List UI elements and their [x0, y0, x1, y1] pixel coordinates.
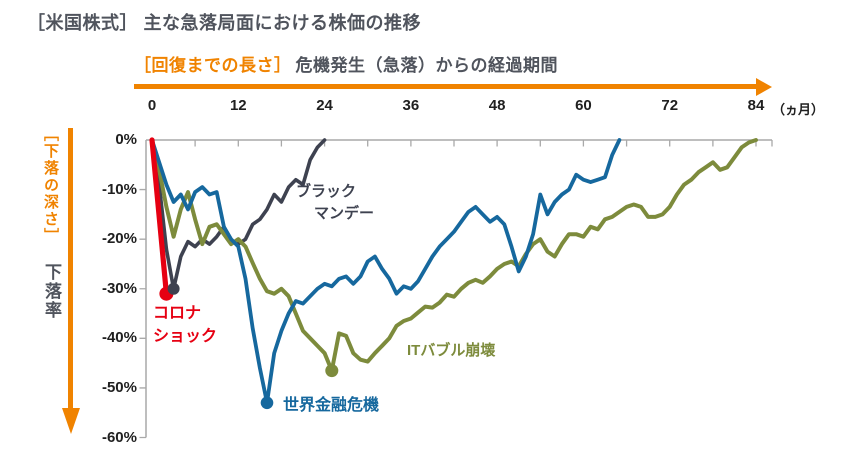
- y-tick-label: -40%: [101, 329, 137, 347]
- series-label-it-bubble: ITバブル崩壊: [407, 342, 496, 359]
- x-tick-label: 0: [147, 97, 157, 114]
- series-label-line: コロナ: [153, 305, 202, 322]
- y-axis-caption-depth: ［下落の深さ］: [42, 126, 59, 245]
- series-label-corona: コロナ ショック: [153, 302, 217, 348]
- decline-axis-arrowhead-icon: [61, 408, 80, 434]
- x-axis-caption-text: 危機発生（急落）からの経過期間: [295, 56, 558, 75]
- y-tick-label: -10%: [101, 180, 137, 198]
- x-tick-label: 48: [488, 97, 506, 114]
- series-label-line: ショック: [153, 328, 218, 345]
- time-axis-arrow: [134, 84, 756, 89]
- y-tick-label: -20%: [101, 230, 137, 248]
- trough-marker-it-bubble: [325, 364, 339, 378]
- series-label-line: ブラック: [296, 183, 357, 200]
- y-tick-label: -50%: [101, 378, 137, 396]
- trough-marker-gfc: [260, 396, 274, 410]
- x-axis-unit-label: （ヵ月）: [772, 102, 825, 117]
- series-line-it-bubble: [150, 138, 758, 373]
- series-line-gfc: [150, 138, 622, 405]
- y-tick-label: 0%: [115, 131, 137, 148]
- x-tick-label: 24: [316, 97, 333, 114]
- y-tick-label: -60%: [101, 428, 137, 446]
- x-tick-label: 12: [229, 97, 247, 114]
- x-axis-caption: ［回復までの長さ］ 危機発生（急落）からの経過期間: [134, 51, 558, 76]
- decline-axis-arrow: [68, 128, 73, 408]
- y-axis-caption-rate: 下落率: [42, 263, 61, 320]
- trough-marker-black-monday: [167, 282, 180, 295]
- x-axis-caption-highlight: ［回復までの長さ］: [134, 56, 292, 75]
- axis-ticks: [139, 140, 773, 439]
- series-label-black-monday: ブラック マンデー: [296, 181, 374, 225]
- y-tick-label: -30%: [101, 279, 137, 297]
- series-label-gfc: 世界金融危機: [283, 397, 380, 414]
- series-label-line: マンデー: [314, 205, 375, 222]
- series-line-corona: [149, 137, 169, 297]
- x-tick-label: 36: [402, 97, 420, 114]
- page-title: ［米国株式］ 主な急落局面における株価の推移: [27, 13, 421, 33]
- x-tick-label: 72: [661, 97, 679, 114]
- time-axis-arrowhead-icon: [756, 77, 772, 96]
- x-tick-label: 60: [575, 97, 592, 114]
- x-tick-label: 84: [747, 97, 765, 114]
